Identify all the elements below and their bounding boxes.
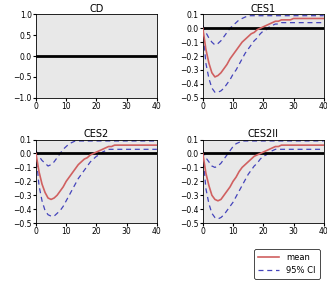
Title: CES1: CES1	[251, 3, 276, 13]
Title: CES2II: CES2II	[248, 129, 279, 139]
Title: CD: CD	[89, 3, 104, 13]
Title: CES2: CES2	[84, 129, 109, 139]
Legend: mean, 95% CI: mean, 95% CI	[254, 249, 319, 279]
